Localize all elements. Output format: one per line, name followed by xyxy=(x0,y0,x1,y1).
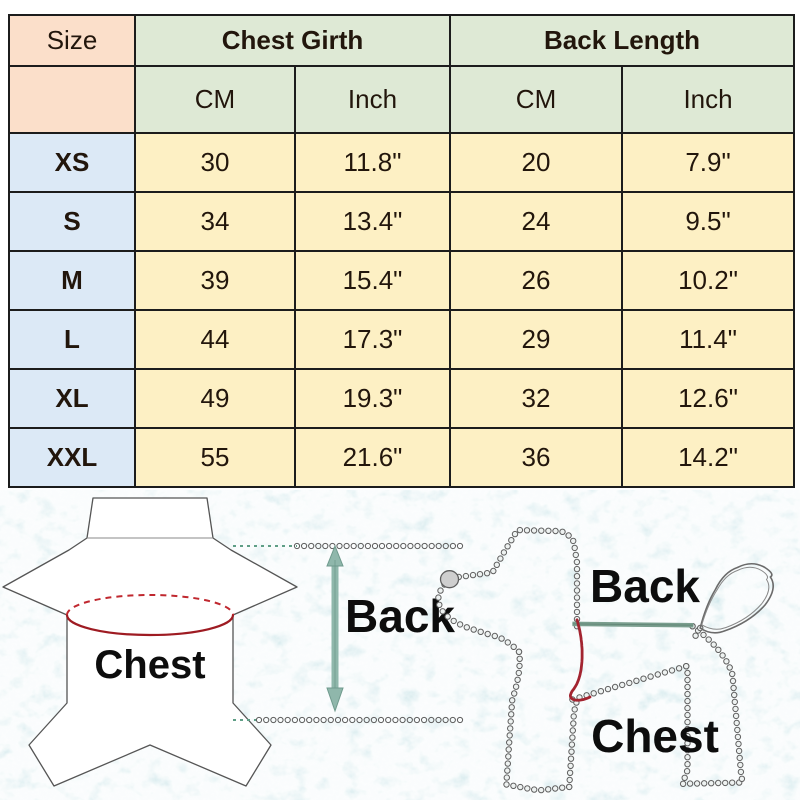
svg-text:Back: Back xyxy=(590,560,700,612)
svg-text:Chest: Chest xyxy=(591,710,719,762)
svg-text:Chest: Chest xyxy=(94,643,205,687)
